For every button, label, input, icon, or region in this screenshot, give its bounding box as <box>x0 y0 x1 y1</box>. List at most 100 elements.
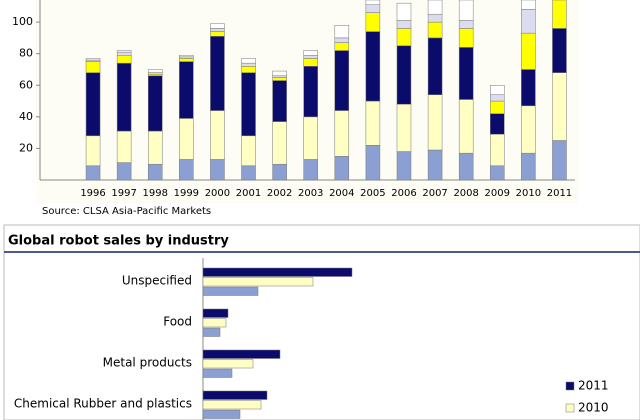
bar-segment <box>241 72 256 137</box>
bar-segment <box>365 31 381 102</box>
y-tick-label: 40 <box>19 110 33 123</box>
bar-segment <box>427 37 443 95</box>
bar-segment <box>365 145 381 181</box>
bar-segment <box>427 149 443 181</box>
bar <box>202 286 259 296</box>
bar-segment <box>272 80 287 122</box>
bar-segment <box>116 51 132 56</box>
chart-title: Global robot sales by industry <box>8 234 229 249</box>
bar-segment <box>521 152 536 181</box>
bar-segment <box>272 121 287 165</box>
bar-segment <box>116 162 132 181</box>
bar-segment <box>427 21 443 39</box>
panel <box>3 224 640 420</box>
bar-segment <box>210 36 225 111</box>
x-tick-label: 1998 <box>143 188 168 199</box>
bar-segment <box>552 0 567 29</box>
bar-segment <box>303 50 318 56</box>
bar-segment <box>490 133 505 167</box>
bar-segment <box>334 110 350 157</box>
bar-segment <box>490 100 505 114</box>
bar-segment <box>334 25 350 39</box>
bar-segment <box>85 58 101 61</box>
bar-segment <box>521 105 536 154</box>
bar-segment <box>396 103 412 152</box>
bar-segment <box>210 31 225 37</box>
bar-segment <box>458 28 474 48</box>
bar-segment <box>85 72 101 137</box>
bar-segment <box>490 85 505 95</box>
bar-segment <box>85 61 101 73</box>
bar-segment <box>490 113 505 135</box>
bar-segment <box>241 58 256 64</box>
bar-segment <box>552 72 567 141</box>
bar-segment <box>179 118 194 160</box>
bar-segment <box>241 165 256 181</box>
bar-segment <box>303 116 318 160</box>
bar-segment <box>116 55 132 64</box>
bar <box>202 318 227 328</box>
legend-swatch <box>565 381 575 391</box>
y-tick-label: Food <box>163 315 192 329</box>
bar-segment <box>303 58 318 67</box>
bar-segment <box>427 94 443 151</box>
bar <box>202 327 221 337</box>
source: Source: CLSA Asia-Pacific Markets <box>42 206 211 217</box>
bar-segment <box>521 9 536 34</box>
x-tick-label: 2002 <box>267 188 292 199</box>
legend-swatch <box>565 403 575 413</box>
bar-segment <box>241 135 256 167</box>
bar-segment <box>365 4 381 13</box>
bar-segment <box>552 28 567 73</box>
x-tick-label: 2007 <box>422 188 447 199</box>
bar-segment <box>334 42 350 51</box>
x-tick-label: 2009 <box>485 188 510 199</box>
bar-segment <box>334 37 350 43</box>
legend-label: 2010 <box>578 401 609 415</box>
x-tick-label: 2010 <box>516 188 541 199</box>
bar-segment <box>210 159 225 181</box>
y-tick-label: Chemical Rubber and plastics <box>14 397 192 411</box>
bar-segment <box>210 28 225 32</box>
bar-segment <box>241 66 256 73</box>
bar <box>202 349 281 359</box>
bar-segment <box>427 13 443 23</box>
y-tick-label: Unspecified <box>122 274 192 288</box>
bar-segment <box>85 165 101 181</box>
bar-segment <box>490 165 505 181</box>
bar-segment <box>458 99 474 154</box>
bar-segment <box>365 12 381 32</box>
bar-segment <box>241 62 256 67</box>
bar-segment <box>458 152 474 181</box>
x-tick-label: 2008 <box>453 188 478 199</box>
bar-segment <box>303 159 318 181</box>
bar-segment <box>116 130 132 163</box>
x-tick-label: 2001 <box>236 188 261 199</box>
bar-segment <box>147 69 163 73</box>
bar-segment <box>147 130 163 165</box>
bar <box>202 277 314 287</box>
bar-segment <box>147 75 163 132</box>
bar-segment <box>147 163 163 181</box>
x-tick-label: 1997 <box>111 188 136 199</box>
x-tick-label: 2000 <box>205 188 230 199</box>
bar-segment <box>521 0 536 10</box>
x-tick-label: 2006 <box>391 188 416 199</box>
bar-segment <box>458 47 474 100</box>
x-tick-label: 1996 <box>80 188 105 199</box>
bar-segment <box>303 55 318 59</box>
bar-segment <box>334 50 350 111</box>
bar <box>202 390 268 400</box>
bar-segment <box>396 151 412 181</box>
bar-segment <box>521 69 536 107</box>
y-tick-label: 80 <box>19 47 33 60</box>
bar-segment <box>552 140 567 181</box>
bar <box>202 308 229 318</box>
bar-segment <box>272 163 287 181</box>
x-tick-label: 1999 <box>174 188 199 199</box>
legend-label: 2011 <box>578 379 609 393</box>
bar-segment <box>210 23 225 29</box>
bar-segment <box>334 156 350 181</box>
x-tick-label: 2003 <box>298 188 323 199</box>
